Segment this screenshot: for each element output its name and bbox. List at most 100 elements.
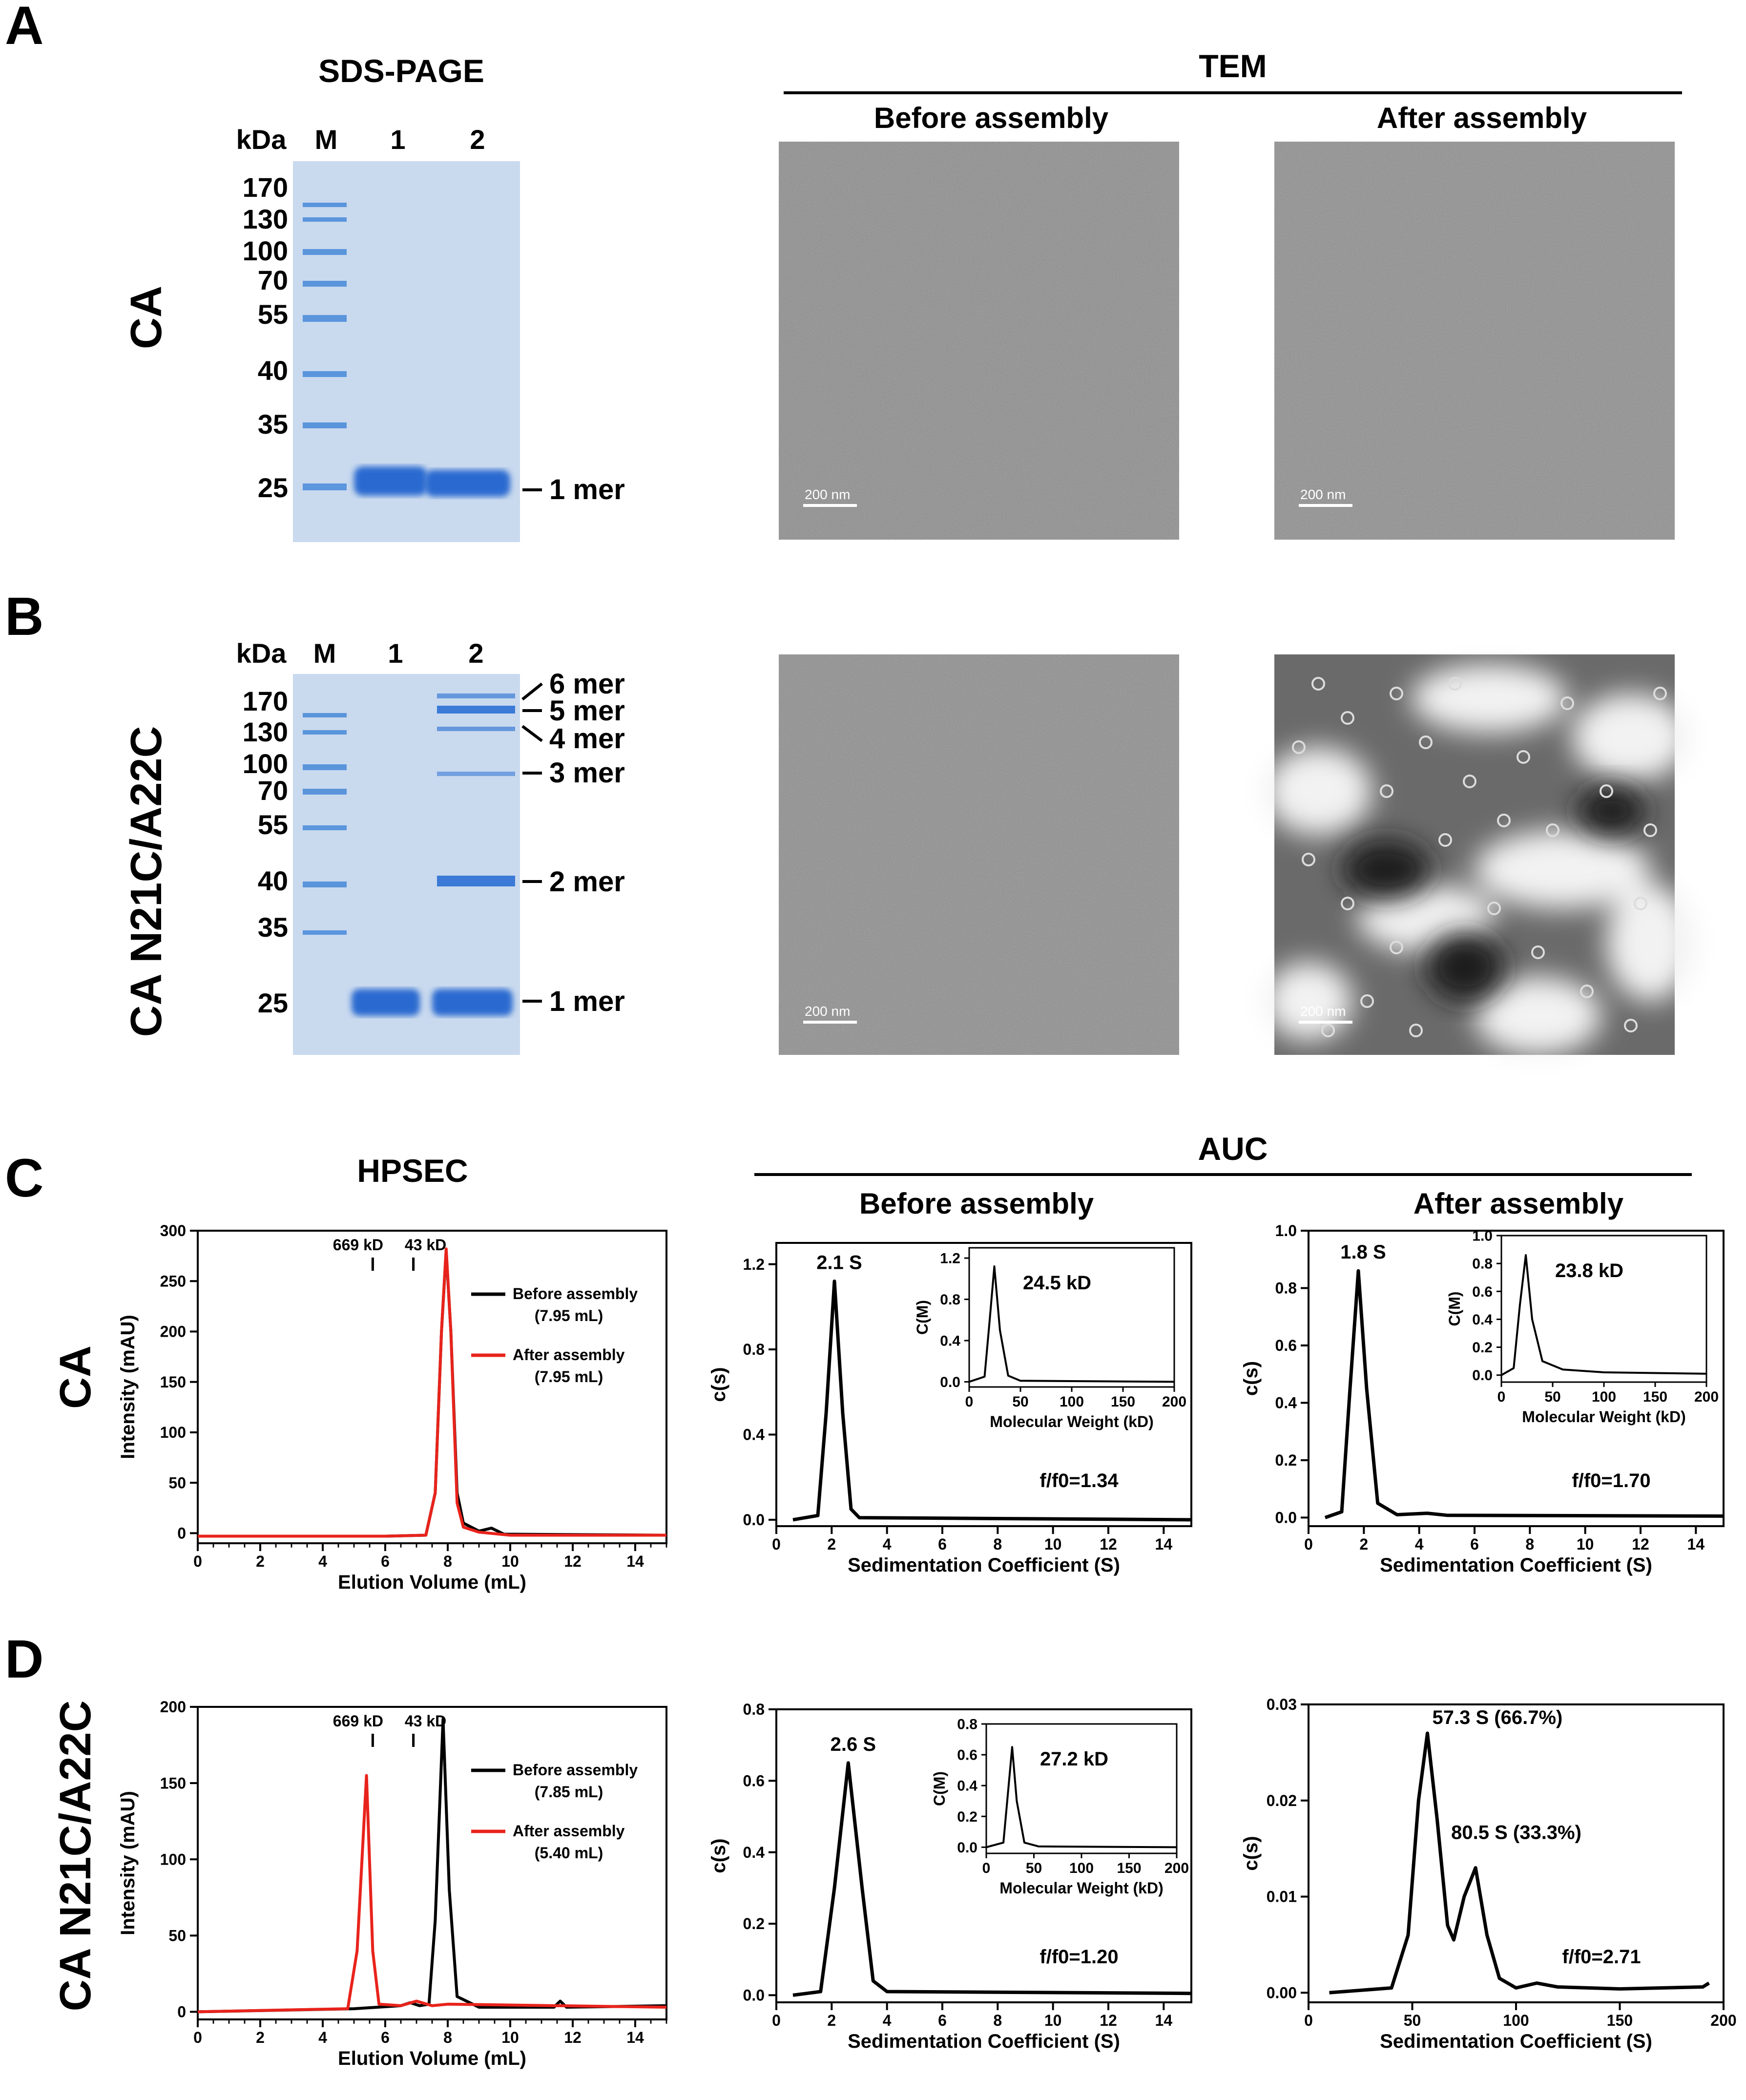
x-tick-label: 12: [1100, 1535, 1117, 1553]
tem-a-after: 200 nm: [1274, 142, 1675, 540]
x-tick-label: 100: [1069, 1860, 1094, 1876]
lane-label-1: 1: [390, 124, 405, 155]
x-tick-label: 12: [1100, 2012, 1117, 2029]
x-tick-label: 200: [1694, 1389, 1719, 1405]
legend-sublabel: (7.85 mL): [535, 1783, 603, 1801]
x-tick-label: 0: [982, 1860, 991, 1876]
y-tick-label: 0.4: [957, 1778, 977, 1794]
tem-b-after: 200 nm: [1265, 654, 1694, 1055]
x-tick-label: 4: [318, 2029, 327, 2046]
x-tick-label: 100: [1060, 1394, 1084, 1410]
x-axis-label: Molecular Weight (kD): [1522, 1408, 1685, 1426]
svg-text:25: 25: [258, 472, 288, 503]
panel-a: A SDS-PAGE TEM Before assembly After ass…: [5, 0, 1682, 542]
panel-letter-c: C: [5, 1148, 43, 1208]
y-tick-label: 0.6: [1275, 1337, 1297, 1354]
x-tick-label: 6: [381, 2029, 390, 2046]
y-tick-label: 0.00: [1267, 1984, 1297, 2002]
x-tick-label: 0: [772, 1535, 781, 1553]
y-tick-label: 0.02: [1267, 1792, 1297, 1809]
chart-hpsec-C: 0 2 4 6 8 10 12 14 0 50 100 150 200 250 300 Elution Vol…: [117, 1222, 667, 1593]
ratio-label: f/f0=1.20: [1039, 1946, 1118, 1968]
peak-label: 2.6 S: [831, 1734, 876, 1755]
inset-peak-label: 24.5 kD: [1023, 1272, 1091, 1294]
peak-label: 57.3 S (66.7%): [1433, 1707, 1563, 1728]
y-tick-label: 50: [168, 1927, 186, 1944]
y-axis-label: C(M): [931, 1771, 948, 1806]
x-tick-label: 10: [501, 2029, 519, 2046]
y-tick-label: 0.0: [1275, 1509, 1297, 1527]
x-tick-label: 12: [1632, 1535, 1649, 1553]
y-tick-label: 250: [160, 1272, 186, 1290]
svg-text:4 mer: 4 mer: [549, 723, 625, 755]
legend-label: Before assembly: [513, 1761, 638, 1779]
inset-chart: 0 50 100 150 200 0.0 0.4 0.8 1.2 Molecular Weight…: [914, 1247, 1186, 1430]
peak-label: 80.5 S (33.3%): [1451, 1822, 1581, 1843]
inset-series-line: [1501, 1254, 1707, 1376]
x-tick-label: 4: [1415, 1535, 1424, 1553]
series-line: [198, 1247, 666, 1538]
chart-auc-C-before: 0 2 4 6 8 10 12 14 0.0 0.4 0.8 1.2 Sedimentation Coe…: [708, 1242, 1192, 1576]
y-tick-label: 0.8: [940, 1292, 960, 1308]
marker-labels-a: 170 130 100 70 55 40 35 25: [243, 172, 288, 503]
y-tick-label: 0.0: [743, 1987, 765, 2004]
plot-frame: [1500, 1235, 1707, 1383]
inset-series-line: [969, 1265, 1175, 1383]
y-tick-label: 200: [160, 1323, 186, 1341]
x-axis-label: Elution Volume (mL): [338, 2048, 526, 2069]
x-tick-label: 0: [772, 2012, 781, 2029]
svg-text:70: 70: [258, 775, 288, 806]
marker-labels-b: 170 130 100 70 55 40 35 25: [243, 686, 288, 1018]
row-label-a: CA: [122, 286, 171, 349]
auc-title: AUC: [1198, 1131, 1268, 1167]
x-tick-label: 150: [1643, 1389, 1667, 1405]
svg-text:25: 25: [258, 987, 288, 1018]
plot-frame: [775, 1242, 1192, 1527]
y-tick-label: 1.0: [1275, 1222, 1297, 1239]
x-tick-label: 8: [443, 2029, 452, 2046]
x-tick-label: 200: [1710, 2012, 1736, 2029]
tem-b-before: 200 nm: [779, 654, 1179, 1055]
legend-sublabel: (7.95 mL): [535, 1307, 603, 1324]
y-tick-label: 0.0: [940, 1374, 960, 1390]
panel-b: B CA N21C/A22C kDa M 1 2 17: [5, 587, 1694, 1055]
svg-text:170: 170: [243, 686, 288, 716]
y-axis-label: c(s): [1240, 1361, 1262, 1396]
band-labels-b: 6 mer 5 mer 4 mer 3 mer 2 mer 1 mer: [549, 668, 625, 1017]
y-tick-label: 50: [168, 1474, 186, 1491]
x-axis-label: Molecular Weight (kD): [990, 1413, 1153, 1430]
chart-hpsec-D: 0 2 4 6 8 10 12 14 0 50 100 150 200 Elution Volume (m…: [117, 1698, 667, 2069]
x-tick-label: 4: [318, 1553, 327, 1570]
svg-text:70: 70: [258, 265, 288, 295]
panel-letter-b: B: [5, 587, 43, 647]
x-tick-label: 14: [626, 2029, 644, 2046]
x-tick-label: 50: [1012, 1394, 1028, 1410]
x-tick-label: 10: [1044, 2012, 1062, 2029]
svg-text:100: 100: [243, 235, 288, 266]
inset-peak-label: 23.8 kD: [1555, 1260, 1623, 1281]
y-tick-label: 300: [160, 1222, 186, 1239]
panel-d: D CA N21C/A22C: [5, 1629, 100, 2011]
x-tick-label: 0: [1304, 1535, 1313, 1553]
x-axis-label: Sedimentation Coefficient (S): [1380, 1554, 1652, 1576]
tem-title: TEM: [1199, 48, 1267, 84]
y-tick-label: 0.4: [743, 1844, 765, 1861]
svg-text:100: 100: [243, 748, 288, 779]
peak-label: 1.8 S: [1340, 1241, 1386, 1263]
x-tick-label: 100: [1592, 1389, 1616, 1405]
y-axis-label: c(s): [708, 1367, 729, 1402]
svg-text:40: 40: [258, 865, 288, 896]
lane-label-m: M: [315, 124, 338, 155]
x-tick-label: 14: [1687, 1535, 1705, 1553]
tem-after-label: After assembly: [1377, 102, 1587, 134]
plot-frame: [197, 1230, 667, 1544]
x-tick-label: 100: [1503, 2012, 1529, 2029]
x-tick-label: 50: [1026, 1860, 1042, 1876]
svg-text:55: 55: [258, 299, 288, 330]
x-tick-label: 2: [256, 2029, 265, 2046]
y-axis-label: Intensity (mAU): [117, 1315, 139, 1459]
x-tick-label: 6: [381, 1553, 390, 1570]
row-label-b: CA N21C/A22C: [122, 726, 171, 1037]
legend-sublabel: (7.95 mL): [535, 1368, 603, 1386]
